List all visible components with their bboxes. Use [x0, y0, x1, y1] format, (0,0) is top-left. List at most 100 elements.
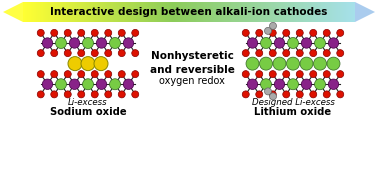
Polygon shape — [62, 2, 63, 22]
Polygon shape — [40, 2, 41, 22]
Polygon shape — [288, 2, 290, 22]
Polygon shape — [45, 2, 46, 22]
Polygon shape — [179, 2, 180, 22]
Polygon shape — [190, 2, 191, 22]
Polygon shape — [178, 2, 179, 22]
Polygon shape — [237, 2, 238, 22]
Polygon shape — [270, 2, 271, 22]
Polygon shape — [48, 2, 50, 22]
Polygon shape — [238, 2, 239, 22]
Polygon shape — [330, 2, 331, 22]
Circle shape — [269, 50, 276, 57]
Polygon shape — [313, 2, 314, 22]
Polygon shape — [318, 2, 319, 22]
Circle shape — [256, 91, 263, 98]
Polygon shape — [122, 2, 124, 22]
Circle shape — [51, 50, 58, 57]
Polygon shape — [99, 2, 101, 22]
Circle shape — [78, 29, 85, 36]
Polygon shape — [230, 2, 231, 22]
Polygon shape — [250, 2, 251, 22]
Polygon shape — [57, 2, 59, 22]
Polygon shape — [310, 2, 311, 22]
Polygon shape — [103, 2, 104, 22]
Polygon shape — [184, 2, 186, 22]
Polygon shape — [84, 2, 85, 22]
Circle shape — [78, 50, 85, 57]
Polygon shape — [165, 2, 166, 22]
Polygon shape — [182, 2, 183, 22]
Circle shape — [64, 29, 71, 36]
Polygon shape — [199, 2, 200, 22]
Polygon shape — [39, 2, 40, 22]
Polygon shape — [281, 2, 282, 22]
Circle shape — [105, 71, 112, 78]
Text: Designed Li-excess: Designed Li-excess — [252, 98, 335, 107]
Polygon shape — [235, 2, 237, 22]
Circle shape — [91, 91, 98, 98]
Polygon shape — [187, 2, 188, 22]
Polygon shape — [222, 2, 223, 22]
Polygon shape — [149, 2, 150, 22]
Polygon shape — [335, 2, 336, 22]
Circle shape — [56, 79, 67, 90]
Polygon shape — [44, 2, 45, 22]
Polygon shape — [120, 2, 121, 22]
Circle shape — [269, 91, 276, 98]
Circle shape — [274, 79, 285, 89]
Polygon shape — [78, 2, 79, 22]
Circle shape — [337, 71, 344, 78]
Polygon shape — [268, 2, 269, 22]
Circle shape — [310, 71, 317, 78]
Polygon shape — [261, 2, 262, 22]
Polygon shape — [219, 2, 220, 22]
Polygon shape — [306, 2, 307, 22]
Polygon shape — [274, 2, 275, 22]
Polygon shape — [225, 2, 226, 22]
Polygon shape — [260, 2, 261, 22]
Polygon shape — [354, 2, 355, 22]
Circle shape — [118, 50, 125, 57]
Polygon shape — [201, 2, 202, 22]
Circle shape — [123, 79, 134, 89]
Circle shape — [323, 29, 330, 36]
Polygon shape — [202, 2, 203, 22]
Circle shape — [91, 50, 98, 57]
Circle shape — [78, 91, 85, 98]
Polygon shape — [341, 2, 342, 22]
Circle shape — [265, 27, 271, 34]
Circle shape — [56, 38, 67, 48]
Polygon shape — [198, 2, 199, 22]
Polygon shape — [221, 2, 222, 22]
Polygon shape — [90, 2, 91, 22]
Polygon shape — [50, 2, 51, 22]
Circle shape — [301, 79, 312, 89]
Circle shape — [256, 50, 263, 57]
Circle shape — [37, 50, 44, 57]
Polygon shape — [300, 2, 301, 22]
Polygon shape — [327, 2, 328, 22]
Polygon shape — [276, 2, 277, 22]
Polygon shape — [240, 2, 241, 22]
Polygon shape — [245, 2, 246, 22]
Polygon shape — [52, 2, 53, 22]
Circle shape — [81, 57, 95, 71]
Polygon shape — [214, 2, 215, 22]
Polygon shape — [29, 2, 31, 22]
Polygon shape — [285, 2, 287, 22]
Circle shape — [247, 79, 258, 89]
Polygon shape — [140, 2, 141, 22]
Polygon shape — [344, 2, 345, 22]
Polygon shape — [231, 2, 232, 22]
Circle shape — [296, 91, 303, 98]
Polygon shape — [135, 2, 136, 22]
Circle shape — [94, 57, 108, 71]
Text: Interactive design between alkali-ion cathodes: Interactive design between alkali-ion ca… — [50, 7, 328, 17]
Polygon shape — [91, 2, 93, 22]
Polygon shape — [333, 2, 334, 22]
Circle shape — [296, 50, 303, 57]
Circle shape — [37, 91, 44, 98]
Circle shape — [132, 29, 139, 36]
Circle shape — [323, 50, 330, 57]
Circle shape — [283, 91, 290, 98]
